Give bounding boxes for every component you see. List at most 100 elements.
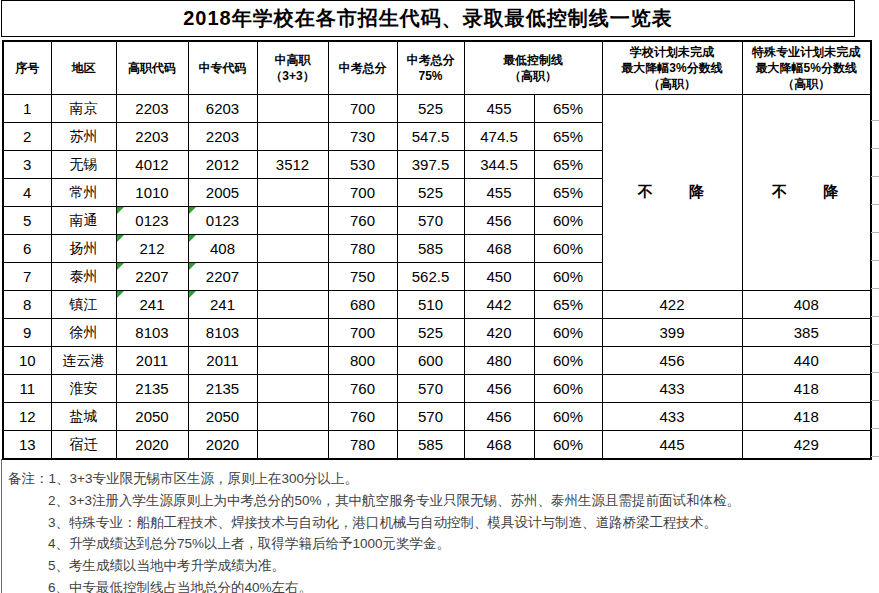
cell-drop3: 456	[602, 347, 742, 375]
column-header-p75: 中考总分75%	[397, 41, 464, 95]
text-format-triangle-icon	[189, 291, 196, 298]
cell-city: 南通	[51, 207, 116, 235]
cell-p75: 547.5	[397, 123, 464, 151]
cell-drop5: 429	[742, 431, 871, 460]
cell-total: 700	[328, 95, 397, 123]
cell-p75: 525	[397, 95, 464, 123]
table-row: 9徐州8103810370052542060%399385	[3, 319, 871, 347]
cell-gz: 2203	[116, 123, 188, 151]
cell-gz: 4012	[116, 151, 188, 179]
cell-no-reduction-drop3: 不 降	[602, 95, 742, 291]
cell-min: 344.5	[464, 151, 534, 179]
cell-city: 镇江	[51, 291, 116, 319]
cell-zgz	[257, 207, 328, 235]
cell-total: 780	[328, 235, 397, 263]
cell-pct: 65%	[534, 179, 602, 207]
column-header-no: 序号	[3, 41, 51, 95]
cell-zgz	[257, 403, 328, 431]
note-line: 5、考生成绩以当地中考升学成绩为准。	[8, 555, 870, 577]
spreadsheet-gridline-sliver	[871, 93, 879, 457]
cell-min: 480	[464, 347, 534, 375]
cell-zz: 2135	[188, 375, 257, 403]
cell-zgz	[257, 291, 328, 319]
cell-no: 9	[3, 319, 51, 347]
note-line: 2、3+3注册入学生源原则上为中考总分的50%，其中航空服务专业只限无锡、苏州、…	[8, 490, 870, 512]
table-row: 1南京2203620370052545565%不 降不 降	[3, 95, 871, 123]
text-format-triangle-icon	[117, 235, 124, 242]
cell-zz: 408	[188, 235, 257, 263]
cell-zgz	[257, 235, 328, 263]
cell-zz: 2012	[188, 151, 257, 179]
cell-drop3: 433	[602, 403, 742, 431]
cell-city: 泰州	[51, 263, 116, 291]
cell-zz: 6203	[188, 95, 257, 123]
note-item: 3、特殊专业：船舶工程技术、焊接技术与自动化，港口机械与自动控制、模具设计与制造…	[48, 515, 717, 530]
cell-p75: 562.5	[397, 263, 464, 291]
column-header-zgz: 中高职（3+3）	[257, 41, 328, 95]
cell-city: 连云港	[51, 347, 116, 375]
cell-drop3: 445	[602, 431, 742, 460]
cell-total: 780	[328, 431, 397, 460]
table-row: 11淮安2135213576057045660%433418	[3, 375, 871, 403]
cell-gz: 2203	[116, 95, 188, 123]
note-line: 4、升学成绩达到总分75%以上者，取得学籍后给予1000元奖学金。	[8, 533, 870, 555]
cell-total: 760	[328, 403, 397, 431]
cell-pct: 60%	[534, 235, 602, 263]
cell-zz: 2207	[188, 263, 257, 291]
cell-zgz	[257, 179, 328, 207]
cell-zz: 2203	[188, 123, 257, 151]
cell-zz: 2050	[188, 403, 257, 431]
cell-total: 700	[328, 179, 397, 207]
cell-pct: 60%	[534, 347, 602, 375]
cell-city: 无锡	[51, 151, 116, 179]
cell-city: 宿迁	[51, 431, 116, 460]
cell-city: 南京	[51, 95, 116, 123]
cell-p75: 585	[397, 235, 464, 263]
cell-pct: 65%	[534, 123, 602, 151]
cell-gz: 241	[116, 291, 188, 319]
table-row: 10连云港2011201180060048060%456440	[3, 347, 871, 375]
note-line: 6、中专最低控制线占当地总分的40%左右。	[8, 577, 870, 593]
cell-total: 800	[328, 347, 397, 375]
cell-min: 450	[464, 263, 534, 291]
cell-drop3: 422	[602, 291, 742, 319]
cell-zz: 2011	[188, 347, 257, 375]
column-header-city: 地区	[51, 41, 116, 95]
cell-zz: 2005	[188, 179, 257, 207]
cell-p75: 570	[397, 207, 464, 235]
admissions-table: 序号地区高职代码中专代码中高职（3+3）中考总分中考总分75%最低控制线（高职）…	[2, 40, 872, 460]
cell-zgz	[257, 375, 328, 403]
cell-pct: 65%	[534, 95, 602, 123]
cell-no: 13	[3, 431, 51, 460]
cell-no: 1	[3, 95, 51, 123]
text-format-triangle-icon	[189, 207, 196, 214]
cell-zz: 2020	[188, 431, 257, 460]
cell-pct: 60%	[534, 403, 602, 431]
cell-gz: 2050	[116, 403, 188, 431]
text-format-triangle-icon	[117, 207, 124, 214]
cell-pct: 65%	[534, 151, 602, 179]
cell-no: 3	[3, 151, 51, 179]
cell-zgz	[257, 123, 328, 151]
cell-min: 456	[464, 375, 534, 403]
cell-drop3: 399	[602, 319, 742, 347]
cell-pct: 60%	[534, 319, 602, 347]
cell-zgz	[257, 347, 328, 375]
cell-drop5: 440	[742, 347, 871, 375]
cell-total: 750	[328, 263, 397, 291]
column-header-total: 中考总分	[328, 41, 397, 95]
cell-zz: 0123	[188, 207, 257, 235]
note-item: 5、考生成绩以当地中考升学成绩为准。	[48, 558, 285, 573]
notes-label: 备注：	[8, 468, 49, 490]
cell-drop3: 433	[602, 375, 742, 403]
cell-p75: 525	[397, 179, 464, 207]
cell-min: 456	[464, 207, 534, 235]
note-line: 3、特殊专业：船舶工程技术、焊接技术与自动化，港口机械与自动控制、模具设计与制造…	[8, 512, 870, 534]
text-format-triangle-icon	[189, 235, 196, 242]
cell-drop5: 418	[742, 403, 871, 431]
cell-zgz	[257, 431, 328, 460]
cell-p75: 397.5	[397, 151, 464, 179]
spreadsheet-page: 2018年学校在各市招生代码、录取最低控制线一览表 序号地区高职代码中专代码中高…	[0, 0, 879, 593]
cell-drop5: 408	[742, 291, 871, 319]
cell-gz: 2011	[116, 347, 188, 375]
